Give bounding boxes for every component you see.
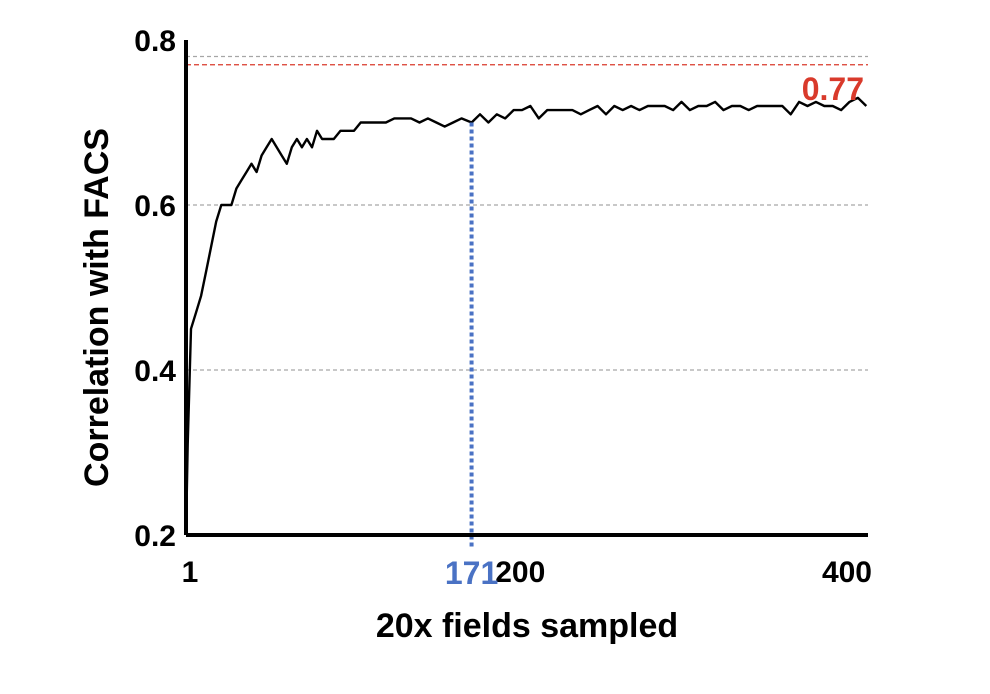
x-tick-label: 200 xyxy=(495,556,545,589)
x-tick-label: 400 xyxy=(822,556,872,589)
x-axis-title: 20x fields sampled xyxy=(376,607,678,645)
series-line xyxy=(184,96,868,536)
y-tick-label: 0.4 xyxy=(134,355,176,388)
reference-label: 0.77 xyxy=(802,71,864,107)
y-tick-label: 0.2 xyxy=(134,520,176,553)
y-axis-title: Correlation with FACS xyxy=(78,128,116,487)
y-tick-labels: 0.2 0.4 0.6 0.8 xyxy=(134,25,176,553)
x-tick-labels: 1 200 400 xyxy=(182,556,872,589)
y-tick-label: 0.6 xyxy=(134,190,176,223)
y-tick-label: 0.8 xyxy=(134,25,176,58)
marker-label: 171 xyxy=(445,555,498,591)
x-tick-label: 1 xyxy=(182,556,199,589)
gridlines xyxy=(186,55,868,371)
